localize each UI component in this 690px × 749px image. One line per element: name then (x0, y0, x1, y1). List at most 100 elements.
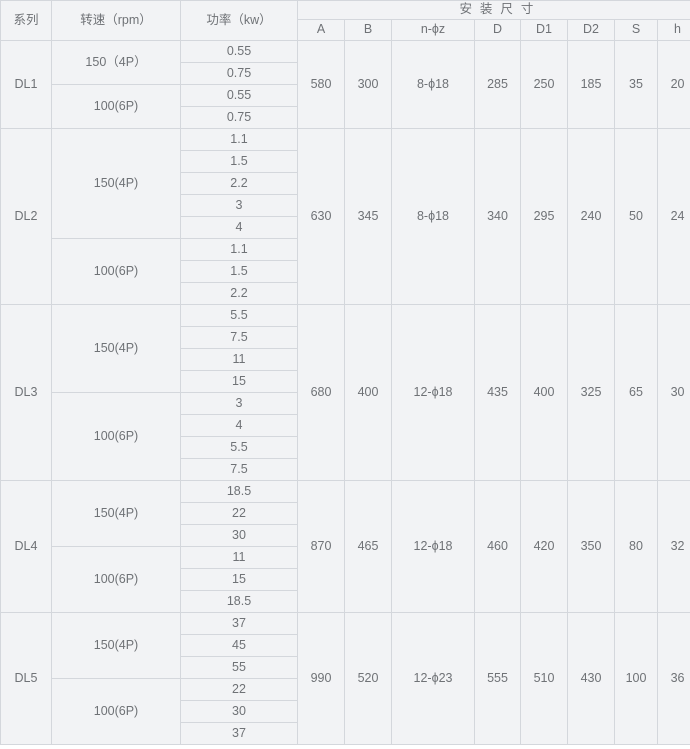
cell-dim-h: 36 (656, 612, 690, 745)
cell-series: DL5 (0, 612, 52, 745)
table-row: 22 (1, 502, 690, 525)
cell-dim-h: 30 (656, 304, 690, 481)
table-row: 45 (1, 634, 690, 657)
cell-dim-b: 300 (344, 40, 392, 129)
table-row: 2.2 (1, 172, 690, 195)
cell-power: 1.1 (180, 128, 298, 151)
table-row: 30 (1, 524, 690, 547)
cell-dim-nz: 8-ϕ18 (391, 128, 475, 305)
cell-speed: 150（4P） (51, 40, 181, 85)
cell-dim-s: 50 (614, 128, 658, 305)
table-row: DL5 150(4P) 37 990 520 12-ϕ23 555 510 430 100 36 (0, 612, 690, 745)
cell-speed: 100(6P) (51, 546, 181, 613)
cell-dim-s: 100 (614, 612, 658, 745)
cell-dim-d2: 240 (567, 128, 615, 305)
cell-power: 1.1 (180, 238, 298, 261)
cell-power: 18.5 (180, 480, 298, 503)
cell-series: DL2 (0, 128, 52, 305)
cell-speed: 150(4P) (51, 480, 181, 547)
cell-dim-s: 35 (614, 40, 658, 129)
cell-power: 2.2 (180, 282, 298, 305)
cell-dim-d1: 400 (520, 304, 568, 481)
cell-power: 2.2 (180, 172, 298, 195)
header-dim-d: D (474, 19, 521, 41)
cell-power: 4 (180, 216, 298, 239)
cell-power: 30 (180, 700, 298, 723)
cell-dim-b: 345 (344, 128, 392, 305)
cell-dim-s: 80 (614, 480, 658, 613)
table-row: DL3 150(4P) 5.5 680 400 12-ϕ18 435 400 325 65 30 (0, 304, 690, 481)
cell-dim-d1: 420 (520, 480, 568, 613)
cell-dim-h: 32 (656, 480, 690, 613)
cell-power: 22 (180, 678, 298, 701)
header-dim-d1: D1 (520, 19, 568, 41)
cell-power: 7.5 (180, 326, 298, 349)
cell-power: 0.75 (180, 62, 298, 85)
cell-dim-a: 870 (297, 480, 345, 613)
table-row: 0.75 (1, 62, 690, 85)
table-row: 100(6P) 11 (1, 546, 690, 613)
cell-dim-d1: 295 (520, 128, 568, 305)
cell-dim-nz: 12-ϕ18 (391, 304, 475, 481)
cell-speed: 100(6P) (51, 678, 181, 745)
header-dim-d2: D2 (567, 19, 615, 41)
cell-dim-h: 20 (656, 40, 690, 129)
cell-power: 0.55 (180, 84, 298, 107)
cell-dim-nz: 12-ϕ23 (391, 612, 475, 745)
cell-dim-s: 65 (614, 304, 658, 481)
table-row: 7.5 (1, 458, 690, 481)
table-row: 4 (1, 216, 690, 239)
table-row: 7.5 (1, 326, 690, 349)
cell-speed: 100(6P) (51, 84, 181, 129)
cell-dim-nz: 12-ϕ18 (391, 480, 475, 613)
cell-series: DL1 (0, 40, 52, 129)
cell-series: DL4 (0, 480, 52, 613)
cell-speed: 150(4P) (51, 612, 181, 679)
table-row: DL1 150（4P） 0.55 580 300 8-ϕ18 285 250 185 35 20 (0, 40, 690, 129)
table-row: 1.5 (1, 260, 690, 283)
cell-dim-h: 24 (656, 128, 690, 305)
table-row: 100(6P) 3 (1, 392, 690, 481)
cell-power: 15 (180, 370, 298, 393)
cell-power: 15 (180, 568, 298, 591)
cell-power: 11 (180, 348, 298, 371)
cell-dim-d2: 185 (567, 40, 615, 129)
cell-dim-b: 520 (344, 612, 392, 745)
cell-dim-d: 555 (474, 612, 521, 745)
table-row: 100(6P) 22 (1, 678, 690, 745)
header-dim-s: S (614, 19, 658, 41)
cell-power: 5.5 (180, 436, 298, 459)
table-header: 系列 转速（rpm） 功率（kw） 安 装 尺 寸 A B n-ϕz D D1 … (0, 0, 690, 41)
cell-dim-a: 630 (297, 128, 345, 305)
cell-dim-d: 460 (474, 480, 521, 613)
table-body: DL1 150（4P） 0.55 580 300 8-ϕ18 285 250 185 35 20 0.… (0, 40, 690, 745)
cell-speed: 100(6P) (51, 238, 181, 305)
cell-dim-d: 340 (474, 128, 521, 305)
header-series: 系列 (0, 0, 52, 41)
cell-dim-d2: 325 (567, 304, 615, 481)
cell-dim-d1: 510 (520, 612, 568, 745)
cell-power: 3 (180, 392, 298, 415)
table-row: 4 (1, 414, 690, 437)
cell-dim-b: 400 (344, 304, 392, 481)
cell-power: 37 (180, 722, 298, 745)
cell-power: 37 (180, 612, 298, 635)
table-row: 100(6P) 1.1 (1, 238, 690, 305)
cell-power: 5.5 (180, 304, 298, 327)
header-dim-h: h (656, 19, 690, 41)
header-installation-dimensions: 安 装 尺 寸 (296, 0, 690, 20)
cell-dim-d1: 250 (520, 40, 568, 129)
cell-speed: 150(4P) (51, 304, 181, 393)
header-dim-nz: n-ϕz (391, 19, 475, 41)
cell-power: 30 (180, 524, 298, 547)
cell-power: 18.5 (180, 590, 298, 613)
cell-power: 0.55 (180, 40, 298, 63)
table-row: DL4 150(4P) 18.5 870 465 12-ϕ18 460 420 350 80 32 (0, 480, 690, 613)
cell-power: 0.75 (180, 106, 298, 129)
cell-power: 55 (180, 656, 298, 679)
header-speed: 转速（rpm） (51, 0, 181, 41)
cell-power: 45 (180, 634, 298, 657)
cell-power: 22 (180, 502, 298, 525)
cell-power: 4 (180, 414, 298, 437)
cell-dim-a: 580 (297, 40, 345, 129)
